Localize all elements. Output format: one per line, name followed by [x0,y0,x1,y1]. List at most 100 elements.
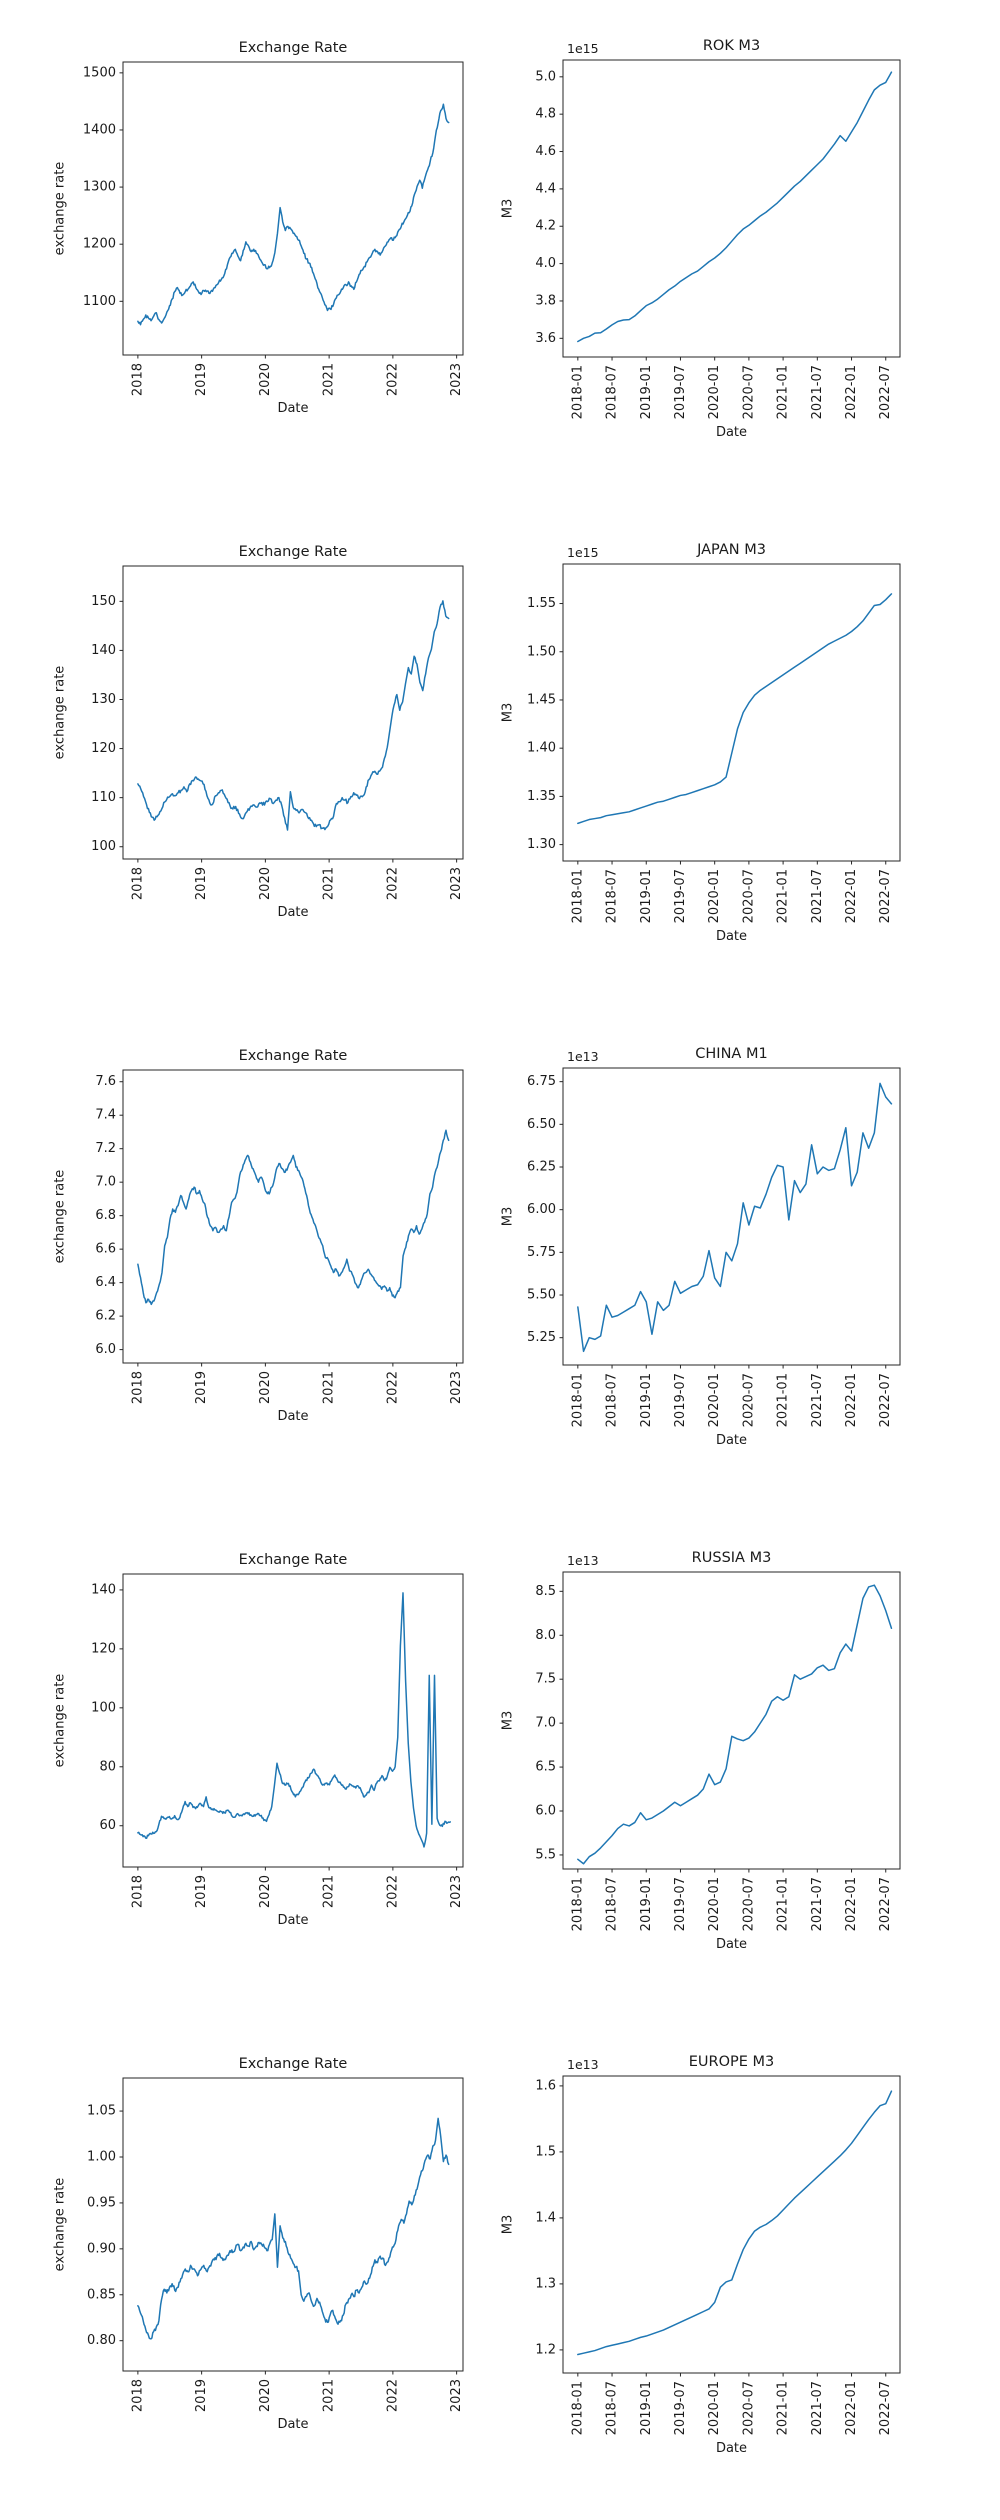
y-axis-tick-label: 7.6 [95,1074,116,1089]
plot-frame [122,61,464,356]
x-axis-tick-label: 2018 [130,2379,145,2412]
series-line [137,2117,450,2340]
y-axis-tick-label: 1200 [83,237,116,252]
y-axis-tick-label: 130 [91,692,116,707]
x-axis-tick-label: 2020 [258,867,273,900]
chart-title: RUSSIA M3 [692,1550,772,1566]
x-axis-tick-label: 2020-01 [707,869,722,923]
y-axis-tick-label: 0.80 [87,2333,116,2348]
y-axis-tick-label: 1500 [83,65,116,80]
y-axis-tick-label: 110 [91,790,116,805]
x-axis-label: Date [277,1913,308,1928]
x-axis-tick-label: 2022-01 [844,869,859,923]
x-axis-tick-label: 2022-07 [878,1877,893,1931]
x-axis-tick-label: 2018 [130,1371,145,1404]
x-axis-tick-label: 2021-01 [776,2381,791,2435]
x-axis-label: Date [716,929,747,944]
chart-title: CHINA M1 [695,1046,767,1062]
y-axis-tick-label: 6.25 [527,1160,556,1175]
y-axis-tick-label: 1.5 [535,2144,556,2159]
x-axis-tick-label: 2022 [385,867,400,900]
x-axis-tick-label: 2021-01 [776,365,791,419]
x-axis-tick-label: 2020-01 [707,1373,722,1427]
x-axis-tick-label: 2019-07 [673,1373,688,1427]
y-axis-tick-label: 1.3 [535,2276,556,2291]
y-axis-tick-label: 5.75 [527,1245,556,1260]
x-axis-tick-label: 2019-07 [673,365,688,419]
x-axis-tick-label: 2021-01 [776,1373,791,1427]
y-axis-tick-label: 7.4 [95,1108,116,1123]
y-axis-tick-label: 60 [99,1818,116,1833]
x-axis-tick-label: 2018-07 [605,869,620,923]
x-axis-tick-label: 2022-07 [878,1373,893,1427]
y-axis-tick-label: 4.2 [535,219,556,234]
series-line [137,600,450,831]
x-axis-tick-label: 2023 [449,1371,464,1404]
plot-frame [122,2077,464,2372]
x-axis-tick-label: 2021-07 [810,1877,825,1931]
y-axis-tick-label: 4.6 [535,144,556,159]
y-axis-tick-label: 5.5 [535,1847,556,1862]
y-axis-tick-label: 6.0 [95,1342,116,1357]
chart-title: EUROPE M3 [689,2054,775,2070]
y-axis-tick-label: 6.50 [527,1117,556,1132]
x-axis-tick-label: 2018-01 [570,1373,585,1427]
plot-frame [562,59,901,358]
chart-europe-m3-row5: 1.2 1.3 1.4 1.5 1.6 2018-01 2018-07 2019-01 2019… [501,2054,901,2456]
series-line [137,103,450,326]
y-axis-label: exchange rate [53,666,68,760]
series-line [577,2090,893,2356]
y-axis-tick-label: 7.2 [95,1141,116,1156]
x-axis-tick-label: 2019-07 [673,2381,688,2435]
plot-frame [122,565,464,860]
y-axis-tick-label: 6.2 [95,1309,116,1324]
y-axis-tick-label: 120 [91,741,116,756]
x-axis-tick-label: 2019 [194,1875,209,1908]
x-axis-label: Date [716,2441,747,2456]
chart-title: Exchange Rate [239,544,348,560]
y-axis-tick-label: 6.0 [535,1804,556,1819]
series-line [577,1584,893,1865]
x-axis-tick-label: 2022-07 [878,869,893,923]
x-axis-tick-label: 2020-01 [707,1877,722,1931]
y-axis-tick-label: 80 [99,1759,116,1774]
x-axis-tick-label: 2022-07 [878,2381,893,2435]
x-axis-tick-label: 2018-07 [605,1877,620,1931]
y-axis-tick-label: 4.0 [535,256,556,271]
x-axis-tick-label: 2018-07 [605,365,620,419]
x-axis-label: Date [716,1433,747,1448]
x-axis-tick-label: 2020 [258,1371,273,1404]
x-axis-tick-label: 2022-01 [844,1877,859,1931]
y-axis-tick-label: 1.2 [535,2342,556,2357]
x-axis-label: Date [716,425,747,440]
x-axis-tick-label: 2022-07 [878,365,893,419]
x-axis-tick-label: 2020-07 [741,869,756,923]
x-axis-tick-label: 2019-07 [673,1877,688,1931]
plot-frame [122,1069,464,1364]
plot-frame [562,563,901,862]
chart-exchange-rate-row4: 60 80 100 120 140 2018 2019 2020 2021 2022 2023 Exc… [53,1552,465,1928]
y-axis-label: exchange rate [53,162,68,256]
x-axis-tick-label: 2019-01 [639,365,654,419]
axis-offset-text: 1e13 [567,1553,599,1568]
y-axis-label: exchange rate [53,2178,68,2272]
y-axis-tick-label: 1300 [83,180,116,195]
y-axis-tick-label: 0.90 [87,2241,116,2256]
y-axis-tick-label: 4.8 [535,107,556,122]
y-axis-label: M3 [501,1711,516,1731]
chart-rok-m3-row1: 3.6 3.8 4.0 4.2 4.4 4.6 4.8 5.0 2018-01 2018-07 20… [501,38,901,440]
x-axis-tick-label: 2022 [385,1875,400,1908]
x-axis-tick-label: 2019 [194,867,209,900]
y-axis-tick-label: 7.0 [95,1175,116,1190]
x-axis-tick-label: 2021 [322,2379,337,2412]
x-axis-tick-label: 2023 [449,2379,464,2412]
y-axis-tick-label: 4.4 [535,181,556,196]
x-axis-tick-label: 2021-01 [776,1877,791,1931]
y-axis-tick-label: 6.75 [527,1074,556,1089]
x-axis-tick-label: 2019 [194,1371,209,1404]
x-axis-label: Date [277,1409,308,1424]
y-axis-tick-label: 150 [91,594,116,609]
x-axis-tick-label: 2023 [449,1875,464,1908]
y-axis-tick-label: 140 [91,1582,116,1597]
y-axis-tick-label: 0.95 [87,2195,116,2210]
